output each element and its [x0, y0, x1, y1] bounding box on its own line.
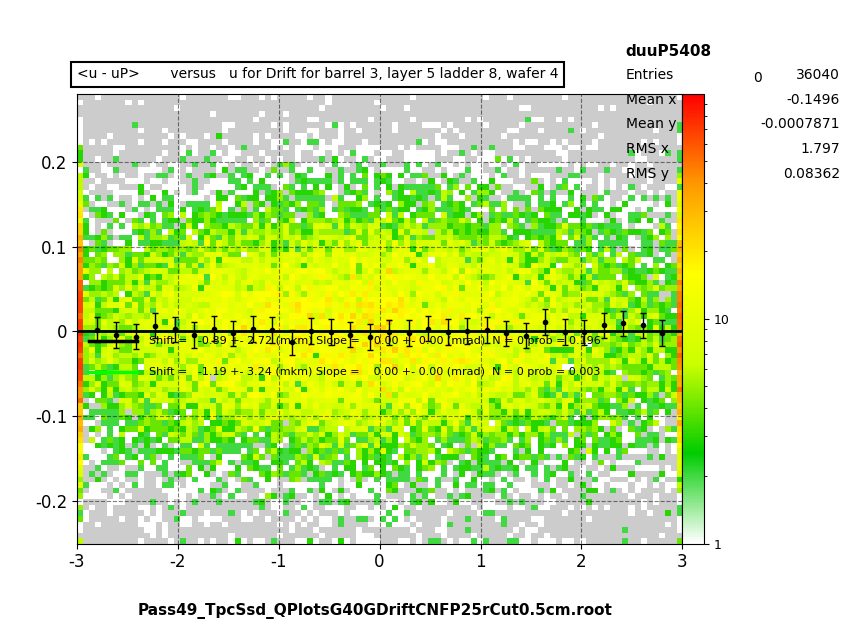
Text: 36040: 36040 [795, 68, 839, 82]
Text: Pass49_TpcSsd_QPlotsG40GDriftCNFP25rCut0.5cm.root: Pass49_TpcSsd_QPlotsG40GDriftCNFP25rCut0… [138, 602, 612, 619]
Text: 0: 0 [751, 71, 761, 85]
Text: Mean y: Mean y [625, 118, 676, 131]
Text: Shift =   -0.89 +- 2.72 (mkm) Slope =    0.00 +- 0.00 (mrad)  N = 0 prob = 0.196: Shift = -0.89 +- 2.72 (mkm) Slope = 0.00… [149, 336, 601, 346]
Text: 0.08362: 0.08362 [782, 167, 839, 181]
Text: -0.1496: -0.1496 [786, 92, 839, 106]
Text: duuP5408: duuP5408 [625, 44, 711, 59]
Text: RMS y: RMS y [625, 167, 668, 181]
Text: -0.0007871: -0.0007871 [759, 118, 839, 131]
Text: RMS x: RMS x [625, 142, 668, 156]
Text: Mean x: Mean x [625, 92, 676, 106]
Text: Entries: Entries [625, 68, 673, 82]
Text: 1.797: 1.797 [799, 142, 839, 156]
Text: <u - uP>       versus   u for Drift for barrel 3, layer 5 ladder 8, wafer 4: <u - uP> versus u for Drift for barrel 3… [77, 68, 557, 81]
Text: Shift =   -1.19 +- 3.24 (mkm) Slope =    0.00 +- 0.00 (mrad)  N = 0 prob = 0.003: Shift = -1.19 +- 3.24 (mkm) Slope = 0.00… [149, 367, 600, 377]
